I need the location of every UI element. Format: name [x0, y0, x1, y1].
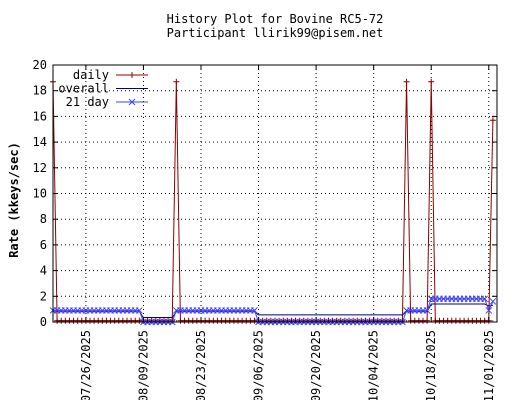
x-tick-label: 08/09/2025 [136, 330, 150, 400]
y-tick-label: 6 [40, 238, 47, 252]
data-point [423, 307, 431, 314]
y-tick-label: 12 [33, 161, 47, 175]
chart-subtitle: Participant llirik99@pisem.net [167, 26, 384, 40]
series-21-day [49, 295, 497, 326]
x-tick-label: 07/26/2025 [79, 330, 93, 400]
x-tick-label: 09/20/2025 [309, 330, 323, 400]
y-tick-label: 16 [33, 109, 47, 123]
legend-label: daily [73, 68, 109, 82]
data-point [135, 307, 143, 314]
y-tick-label: 8 [40, 212, 47, 226]
legend-marker [129, 72, 135, 78]
y-axis-label: Rate (kkeys/sec) [7, 142, 21, 258]
x-tick-label: 08/23/2025 [194, 330, 208, 400]
x-tick-label: 10/04/2025 [367, 330, 381, 400]
legend-marker [128, 98, 136, 106]
x-tick-label: 10/18/2025 [424, 330, 438, 400]
y-tick-label: 4 [40, 264, 47, 278]
data-point [489, 117, 496, 124]
axis-layer: 0 2 4 6 8 10 12 14 16 18 20 07/26/2025 08/09/2025 08/… [33, 58, 498, 402]
data-point [481, 295, 489, 303]
series-overall [53, 303, 493, 319]
legend-label: overall [58, 82, 109, 96]
legend-label: 21 day [66, 95, 109, 109]
y-tick-label: 0 [40, 315, 47, 329]
y-tick-label: 18 [33, 84, 47, 98]
y-tick-label: 14 [33, 135, 47, 149]
data-point [403, 78, 410, 85]
x-tick-label: 09/06/2025 [252, 330, 266, 400]
y-tick-label: 10 [33, 187, 47, 201]
y-tick-label: 2 [40, 289, 47, 303]
data-point [489, 298, 497, 305]
y-tick-label: 20 [33, 58, 47, 72]
x-tick-label: 11/01/2025 [482, 330, 496, 400]
grid-layer [53, 65, 497, 322]
series-line [53, 303, 493, 319]
data-point [251, 307, 258, 314]
series-layer [49, 78, 497, 326]
data-point [485, 307, 493, 314]
data-point [428, 78, 435, 85]
chart-title: History Plot for Bovine RC5-72 [167, 12, 384, 26]
data-point [173, 78, 180, 85]
